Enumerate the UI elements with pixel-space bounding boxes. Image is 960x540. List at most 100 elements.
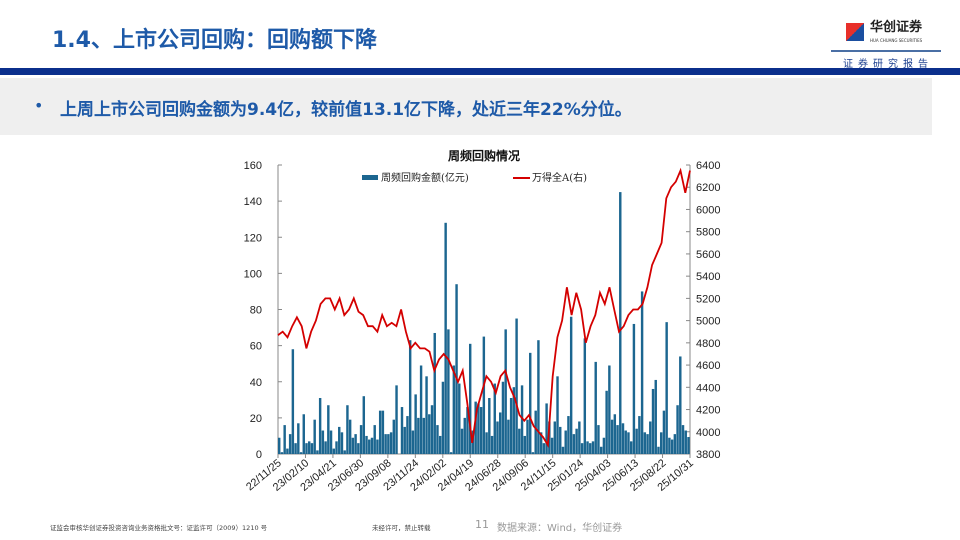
bar <box>346 405 349 454</box>
y-tick-label: 120 <box>244 232 262 244</box>
bar <box>447 329 450 454</box>
bar <box>370 437 374 454</box>
y2-tick-label: 4800 <box>696 338 720 350</box>
bar <box>479 407 483 454</box>
bar <box>531 452 535 454</box>
bar <box>496 421 499 454</box>
bar <box>659 432 663 454</box>
bar <box>654 379 657 454</box>
bar <box>302 414 305 454</box>
bar <box>335 441 338 454</box>
bar <box>433 332 436 454</box>
bar <box>564 430 567 454</box>
bar <box>321 430 325 454</box>
bar <box>324 441 327 454</box>
bar <box>629 441 633 454</box>
bar <box>466 407 469 454</box>
bar <box>430 405 434 454</box>
y2-tick-label: 6000 <box>696 204 720 216</box>
bar <box>583 338 587 454</box>
bar <box>490 435 494 454</box>
bar <box>299 452 303 454</box>
bar <box>362 396 366 454</box>
bar <box>559 426 562 454</box>
bar <box>556 376 559 454</box>
bar <box>436 425 439 454</box>
bar <box>561 446 565 454</box>
y2-tick-label: 4200 <box>696 405 720 417</box>
bar <box>280 452 284 454</box>
y2-tick-label: 5600 <box>696 249 720 261</box>
bar <box>313 419 316 454</box>
bar <box>338 426 341 454</box>
bar <box>515 318 518 454</box>
bar <box>534 410 537 454</box>
bar <box>318 398 322 454</box>
y-tick-label: 20 <box>250 413 262 425</box>
bar <box>414 394 417 454</box>
page-number: 11 <box>475 518 489 531</box>
bar <box>670 439 674 454</box>
y2-tick-label: 5000 <box>696 316 720 328</box>
bar <box>419 365 423 454</box>
bar <box>411 430 415 454</box>
bar <box>332 448 335 454</box>
y-tick-label: 80 <box>250 305 262 317</box>
bar <box>395 385 398 454</box>
line-series-wind-a <box>277 167 691 449</box>
bar <box>373 425 376 454</box>
y-tick-label: 40 <box>250 377 262 389</box>
company-logo: 华创证券 HUA CHUANG SECURITIES <box>838 21 938 49</box>
bar <box>359 425 363 454</box>
bar <box>599 446 603 454</box>
bar <box>520 385 524 454</box>
bar <box>605 390 608 454</box>
bar <box>687 437 690 454</box>
bar <box>406 416 409 454</box>
legend-bar-label: 周频回购金额(亿元) <box>381 171 469 184</box>
bar <box>316 450 319 454</box>
bar <box>488 398 491 454</box>
y2-tick-label: 4000 <box>696 427 720 439</box>
bar <box>602 437 606 454</box>
bar <box>575 428 578 454</box>
bar <box>553 421 557 454</box>
bar <box>651 388 655 454</box>
bar <box>493 383 496 454</box>
bar <box>477 403 480 454</box>
bar <box>354 434 357 454</box>
bar <box>665 322 668 454</box>
bar <box>638 416 641 454</box>
y-tick-label: 140 <box>244 196 262 208</box>
bar <box>482 336 486 454</box>
bar <box>586 441 589 454</box>
bar <box>286 448 289 454</box>
bar <box>632 323 636 454</box>
y2-tick-label: 6200 <box>696 182 720 194</box>
bar <box>580 443 584 454</box>
bar <box>340 432 344 454</box>
footer-notice: 未经许可，禁止转载 <box>372 524 431 532</box>
bar <box>591 441 595 454</box>
bar <box>627 432 630 454</box>
bar <box>351 437 355 454</box>
bar <box>613 414 617 454</box>
y2-tick-label: 6400 <box>696 160 720 172</box>
summary-box <box>0 78 932 135</box>
bar <box>643 432 647 454</box>
bullet-icon: • <box>34 96 44 115</box>
bar <box>408 340 412 454</box>
bar <box>578 421 581 454</box>
y2-tick-label: 4600 <box>696 360 720 372</box>
bar <box>343 450 346 454</box>
bar <box>572 434 576 454</box>
y2-tick-label: 5800 <box>696 227 720 239</box>
y2-tick-label: 5200 <box>696 293 720 305</box>
bar <box>676 405 679 454</box>
bar <box>673 434 677 454</box>
bar <box>425 376 428 454</box>
bar <box>589 443 592 454</box>
bar <box>384 434 387 454</box>
bar <box>512 387 516 454</box>
bar <box>297 423 300 454</box>
